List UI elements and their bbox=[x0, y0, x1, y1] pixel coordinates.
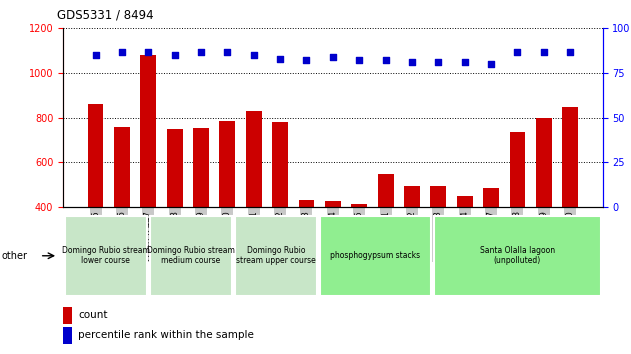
Bar bbox=[562, 107, 578, 296]
Point bbox=[512, 49, 522, 55]
Bar bbox=[220, 121, 235, 296]
Text: GDS5331 / 8494: GDS5331 / 8494 bbox=[57, 9, 153, 22]
FancyBboxPatch shape bbox=[150, 216, 232, 296]
Text: Domingo Rubio stream
lower course: Domingo Rubio stream lower course bbox=[62, 246, 150, 266]
Bar bbox=[483, 188, 499, 296]
Point bbox=[117, 49, 127, 55]
Text: percentile rank within the sample: percentile rank within the sample bbox=[78, 330, 254, 341]
Text: Domingo Rubio stream
medium course: Domingo Rubio stream medium course bbox=[147, 246, 235, 266]
FancyBboxPatch shape bbox=[434, 216, 601, 296]
FancyBboxPatch shape bbox=[321, 216, 430, 296]
Point bbox=[380, 58, 391, 63]
Point bbox=[407, 59, 417, 65]
Bar bbox=[167, 129, 182, 296]
Bar bbox=[509, 132, 526, 296]
Point bbox=[170, 52, 180, 58]
Bar bbox=[351, 204, 367, 296]
Text: count: count bbox=[78, 310, 108, 320]
Point bbox=[539, 49, 549, 55]
Point bbox=[328, 54, 338, 60]
Text: Domingo Rubio
stream upper course: Domingo Rubio stream upper course bbox=[236, 246, 316, 266]
Point bbox=[222, 49, 232, 55]
Bar bbox=[193, 128, 209, 296]
Bar bbox=[63, 307, 72, 324]
Bar bbox=[114, 127, 130, 296]
FancyBboxPatch shape bbox=[235, 216, 317, 296]
Bar bbox=[457, 196, 473, 296]
Bar bbox=[404, 186, 420, 296]
Bar bbox=[88, 104, 103, 296]
FancyBboxPatch shape bbox=[65, 216, 146, 296]
Bar bbox=[63, 327, 72, 343]
Bar bbox=[298, 200, 314, 296]
Bar bbox=[378, 173, 394, 296]
Point bbox=[90, 52, 100, 58]
Point bbox=[486, 61, 496, 67]
Bar bbox=[246, 111, 262, 296]
Point bbox=[196, 49, 206, 55]
Bar bbox=[272, 122, 288, 296]
Point bbox=[433, 59, 444, 65]
Text: Santa Olalla lagoon
(unpolluted): Santa Olalla lagoon (unpolluted) bbox=[480, 246, 555, 266]
Point bbox=[302, 58, 312, 63]
Point bbox=[249, 52, 259, 58]
Point bbox=[565, 49, 575, 55]
Text: other: other bbox=[2, 251, 28, 261]
Point bbox=[459, 59, 469, 65]
Point bbox=[275, 56, 285, 62]
Bar bbox=[430, 186, 446, 296]
Bar bbox=[536, 118, 551, 296]
Point bbox=[354, 58, 364, 63]
Bar bbox=[325, 201, 341, 296]
Bar bbox=[140, 55, 156, 296]
Point bbox=[143, 49, 153, 55]
Text: phosphogypsum stacks: phosphogypsum stacks bbox=[331, 251, 420, 260]
